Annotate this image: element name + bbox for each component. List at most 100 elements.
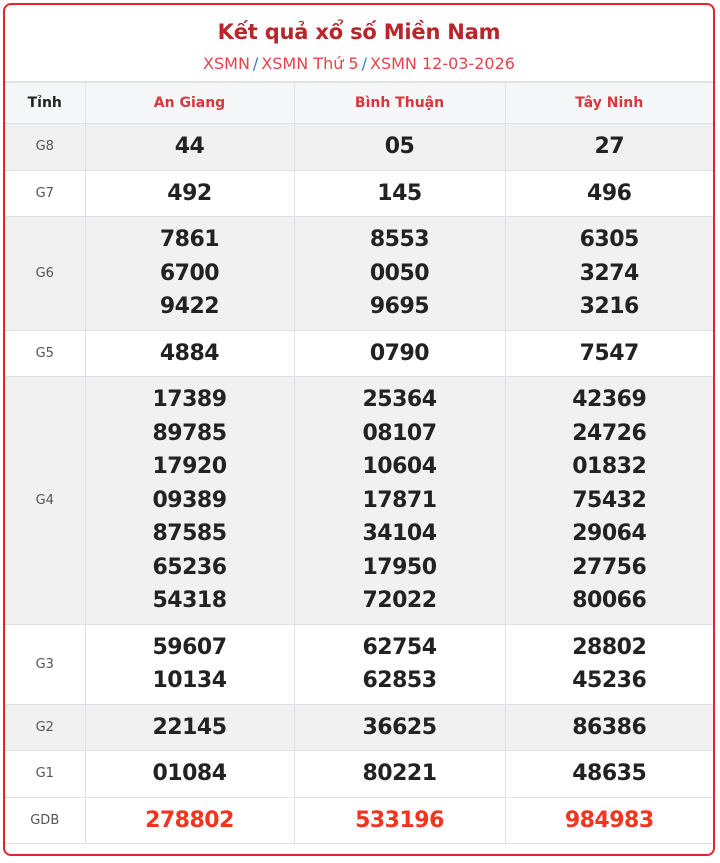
prize-cell: 42369 24726 01832 75432 29064 27756 80066 <box>504 376 713 625</box>
prize-number: 17389 <box>152 387 227 412</box>
prize-cell: 984983 <box>504 796 713 844</box>
prize-label: GDB <box>5 796 86 844</box>
prize-number: 01832 <box>572 454 647 479</box>
prize-number: 87585 <box>152 521 227 546</box>
prize-cell: 28802 45236 <box>504 623 713 705</box>
table-header-row: Tỉnh An Giang Bình Thuận Tây Ninh <box>5 81 713 124</box>
prize-number: 29064 <box>572 521 647 546</box>
prize-number: 3216 <box>579 294 640 319</box>
prize-cell: 6305 3274 3216 <box>504 216 713 331</box>
prize-number: 6700 <box>159 260 220 286</box>
prize-row-g1: G1 01084 80221 48635 <box>5 750 713 798</box>
prize-label: G4 <box>5 376 86 625</box>
prize-number: 42369 <box>572 387 647 412</box>
prize-label: G5 <box>5 329 86 377</box>
prize-number: 72022 <box>362 588 437 613</box>
prize-number: 0050 <box>369 260 430 286</box>
special-prize-number: 278802 <box>145 807 234 833</box>
prize-number: 492 <box>167 180 212 206</box>
breadcrumb-xsmn-thu-5[interactable]: XSMN Thứ 5 <box>261 54 359 73</box>
prize-number: 7547 <box>579 340 640 366</box>
prize-number: 80066 <box>572 588 647 613</box>
prize-number: 3274 <box>579 260 640 286</box>
prize-cell: 86386 <box>504 703 713 751</box>
prize-row-g6: G6 7861 6700 9422 8553 0050 9695 6305 3274 3216 <box>5 216 713 331</box>
prize-number: 34104 <box>362 521 437 546</box>
breadcrumb-xsmn[interactable]: XSMN <box>203 54 250 73</box>
prize-cell: 80221 <box>293 750 506 798</box>
breadcrumb-separator: / <box>361 54 367 73</box>
prize-number: 48635 <box>572 761 647 786</box>
prize-row-g3: G3 59607 10134 62754 62853 28802 45236 <box>5 623 713 705</box>
prize-number: 9695 <box>369 294 430 319</box>
prize-number: 0790 <box>369 340 430 366</box>
prize-cell: 36625 <box>293 703 506 751</box>
province-label-header: Tỉnh <box>5 81 86 124</box>
breadcrumb-xsmn-date[interactable]: XSMN 12-03-2026 <box>370 54 515 73</box>
prize-label: G2 <box>5 703 86 751</box>
prize-number: 7861 <box>159 227 220 252</box>
prize-number: 65236 <box>152 554 227 580</box>
prize-number: 9422 <box>159 294 220 319</box>
prize-cell: 22145 <box>84 703 295 751</box>
prize-cell: 01084 <box>84 750 295 798</box>
prize-row-g5: G5 4884 0790 7547 <box>5 329 713 377</box>
prize-row-gdb: GDB 278802 533196 984983 <box>5 796 713 844</box>
breadcrumb-separator: / <box>252 54 259 73</box>
results-table: Tỉnh An Giang Bình Thuận Tây Ninh G8 44 05… <box>5 81 713 844</box>
prize-cell: 25364 08107 10604 17871 34104 17950 72022 <box>293 376 506 625</box>
prize-number: 09389 <box>152 487 227 513</box>
results-card: Kết quả xổ số Miền Nam XSMN / XSMN Thứ 5/X… <box>3 3 715 856</box>
prize-cell: 0790 <box>293 329 506 377</box>
prize-cell: 17389 89785 17920 09389 87585 65236 54318 <box>84 376 295 625</box>
province-header-tay-ninh[interactable]: Tây Ninh <box>504 81 713 124</box>
prize-cell: 278802 <box>84 796 295 844</box>
prize-row-g4: G4 17389 89785 17920 09389 87585 65236 54318 253… <box>5 376 713 625</box>
prize-cell: 62754 62853 <box>293 623 506 705</box>
prize-number: 10134 <box>152 668 227 693</box>
prize-label: G8 <box>5 123 86 171</box>
prize-cell: 48635 <box>504 750 713 798</box>
prize-number: 27 <box>594 134 625 159</box>
special-prize-number: 533196 <box>355 807 444 833</box>
prize-number: 44 <box>174 134 205 159</box>
prize-label: G1 <box>5 750 86 798</box>
prize-row-g7: G7 492 145 496 <box>5 169 713 217</box>
prize-number: 25364 <box>362 387 437 412</box>
prize-cell: 44 <box>84 123 295 171</box>
prize-number: 17920 <box>152 454 227 479</box>
prize-number: 45236 <box>572 668 647 693</box>
breadcrumb: XSMN / XSMN Thứ 5/XSMN 12-03-2026 <box>5 54 713 73</box>
prize-cell: 05 <box>293 123 506 171</box>
prize-number: 4884 <box>159 340 220 366</box>
prize-number: 27756 <box>572 554 647 580</box>
special-prize-number: 984983 <box>564 807 654 833</box>
prize-number: 22145 <box>152 714 227 740</box>
prize-cell: 145 <box>293 169 506 217</box>
prize-number: 54318 <box>152 588 227 613</box>
prize-cell: 27 <box>504 123 713 171</box>
prize-label: G3 <box>5 623 86 705</box>
prize-number: 62853 <box>362 668 437 693</box>
prize-number: 75432 <box>572 487 647 513</box>
prize-number: 08107 <box>362 420 437 446</box>
prize-number: 62754 <box>362 634 437 660</box>
prize-row-g2: G2 22145 36625 86386 <box>5 703 713 751</box>
prize-number: 28802 <box>572 634 647 660</box>
prize-number: 80221 <box>362 761 437 786</box>
prize-label: G7 <box>5 169 86 217</box>
prize-cell: 492 <box>84 169 295 217</box>
prize-number: 59607 <box>152 634 227 660</box>
prize-cell: 7547 <box>504 329 713 377</box>
prize-number: 496 <box>587 180 632 206</box>
prize-number: 17871 <box>362 487 437 513</box>
prize-cell: 8553 0050 9695 <box>293 216 506 331</box>
prize-number: 24726 <box>572 420 647 446</box>
prize-number: 17950 <box>362 554 437 580</box>
prize-cell: 4884 <box>84 329 295 377</box>
province-header-an-giang[interactable]: An Giang <box>84 81 295 124</box>
prize-number: 10604 <box>362 454 437 479</box>
prize-number: 145 <box>377 180 422 206</box>
province-header-binh-thuan[interactable]: Bình Thuận <box>293 81 506 124</box>
prize-cell: 7861 6700 9422 <box>84 216 295 331</box>
